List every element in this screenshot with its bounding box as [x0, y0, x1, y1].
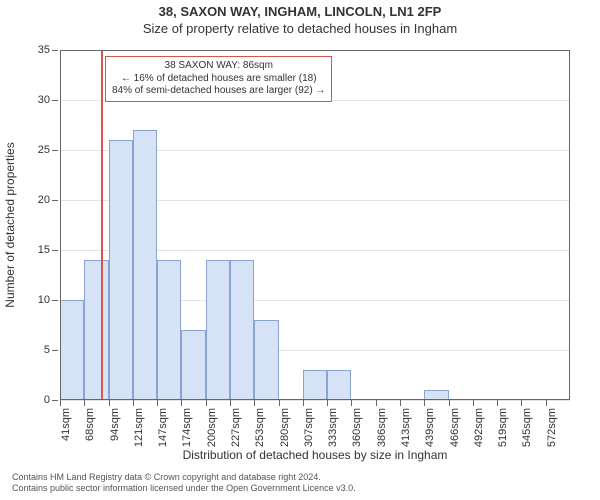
footer-line1: Contains HM Land Registry data © Crown c…: [12, 472, 356, 483]
y-tick-label: 5: [44, 344, 50, 356]
y-tick-label: 30: [38, 94, 50, 106]
x-tick-label: 94sqm: [109, 408, 121, 441]
histogram-bar: [133, 130, 157, 400]
y-tick-label: 25: [38, 144, 50, 156]
y-tick-label: 20: [38, 194, 50, 206]
x-tick-label: 253sqm: [254, 408, 266, 447]
x-tick-label: 121sqm: [133, 408, 145, 447]
y-tick: [52, 200, 58, 201]
y-tick: [52, 250, 58, 251]
x-tick: [327, 400, 328, 406]
y-tick: [52, 100, 58, 101]
grid-line: [60, 50, 570, 51]
x-tick-label: 200sqm: [206, 408, 218, 447]
x-tick-label: 147sqm: [157, 408, 169, 447]
footer-line2: Contains public sector information licen…: [12, 483, 356, 494]
x-tick-label: 492sqm: [473, 408, 485, 447]
y-tick: [52, 400, 58, 401]
title-main: 38, SAXON WAY, INGHAM, LINCOLN, LN1 2FP: [0, 4, 600, 19]
x-tick: [181, 400, 182, 406]
x-tick-label: 386sqm: [376, 408, 388, 447]
x-tick: [206, 400, 207, 406]
x-tick: [254, 400, 255, 406]
x-tick-label: 413sqm: [400, 408, 412, 447]
chart-container: 38, SAXON WAY, INGHAM, LINCOLN, LN1 2FP …: [0, 0, 600, 500]
histogram-bar: [60, 300, 84, 400]
x-tick: [376, 400, 377, 406]
x-tick-label: 68sqm: [84, 408, 96, 441]
reference-line: [101, 50, 103, 400]
x-tick-label: 360sqm: [351, 408, 363, 447]
x-tick: [521, 400, 522, 406]
x-tick-label: 545sqm: [521, 408, 533, 447]
annotation-box: 38 SAXON WAY: 86sqm ← 16% of detached ho…: [105, 56, 332, 102]
x-tick: [60, 400, 61, 406]
y-tick-label: 10: [38, 294, 50, 306]
histogram-bar: [157, 260, 181, 400]
x-tick-label: 280sqm: [279, 408, 291, 447]
histogram-bar: [303, 370, 327, 400]
x-tick: [497, 400, 498, 406]
y-tick-label: 15: [38, 244, 50, 256]
footer-attribution: Contains HM Land Registry data © Crown c…: [12, 472, 356, 494]
y-tick-label: 35: [38, 44, 50, 56]
x-tick: [546, 400, 547, 406]
x-tick-label: 174sqm: [181, 408, 193, 447]
grid-line: [60, 400, 570, 401]
x-tick-label: 41sqm: [60, 408, 72, 441]
x-tick-label: 439sqm: [424, 408, 436, 447]
y-tick: [52, 150, 58, 151]
y-tick-label: 0: [44, 394, 50, 406]
x-tick: [133, 400, 134, 406]
y-tick: [52, 50, 58, 51]
plot-area: 0510152025303541sqm68sqm94sqm121sqm147sq…: [60, 50, 570, 400]
x-tick: [84, 400, 85, 406]
y-axis-label: Number of detached properties: [3, 142, 17, 307]
x-tick-label: 572sqm: [546, 408, 558, 447]
x-tick: [473, 400, 474, 406]
x-tick-label: 333sqm: [327, 408, 339, 447]
histogram-bar: [254, 320, 278, 400]
x-tick-label: 519sqm: [497, 408, 509, 447]
x-tick: [230, 400, 231, 406]
histogram-bar: [327, 370, 351, 400]
x-tick: [351, 400, 352, 406]
histogram-bar: [230, 260, 254, 400]
annotation-line3: 84% of semi-detached houses are larger (…: [112, 85, 325, 98]
title-block: 38, SAXON WAY, INGHAM, LINCOLN, LN1 2FP …: [0, 4, 600, 36]
x-tick-label: 307sqm: [303, 408, 315, 447]
histogram-bar: [424, 390, 448, 400]
histogram-bar: [181, 330, 205, 400]
x-tick: [157, 400, 158, 406]
histogram-bar: [206, 260, 230, 400]
x-tick: [109, 400, 110, 406]
y-tick: [52, 300, 58, 301]
annotation-line1: 38 SAXON WAY: 86sqm: [112, 60, 325, 73]
annotation-line2: ← 16% of detached houses are smaller (18…: [112, 73, 325, 86]
x-tick: [424, 400, 425, 406]
x-tick-label: 227sqm: [230, 408, 242, 447]
x-axis-label: Distribution of detached houses by size …: [60, 448, 570, 462]
x-tick-label: 466sqm: [449, 408, 461, 447]
histogram-bar: [84, 260, 108, 400]
x-tick: [303, 400, 304, 406]
y-tick: [52, 350, 58, 351]
x-tick: [400, 400, 401, 406]
histogram-bar: [109, 140, 133, 400]
title-sub: Size of property relative to detached ho…: [0, 21, 600, 36]
x-tick: [449, 400, 450, 406]
x-tick: [279, 400, 280, 406]
